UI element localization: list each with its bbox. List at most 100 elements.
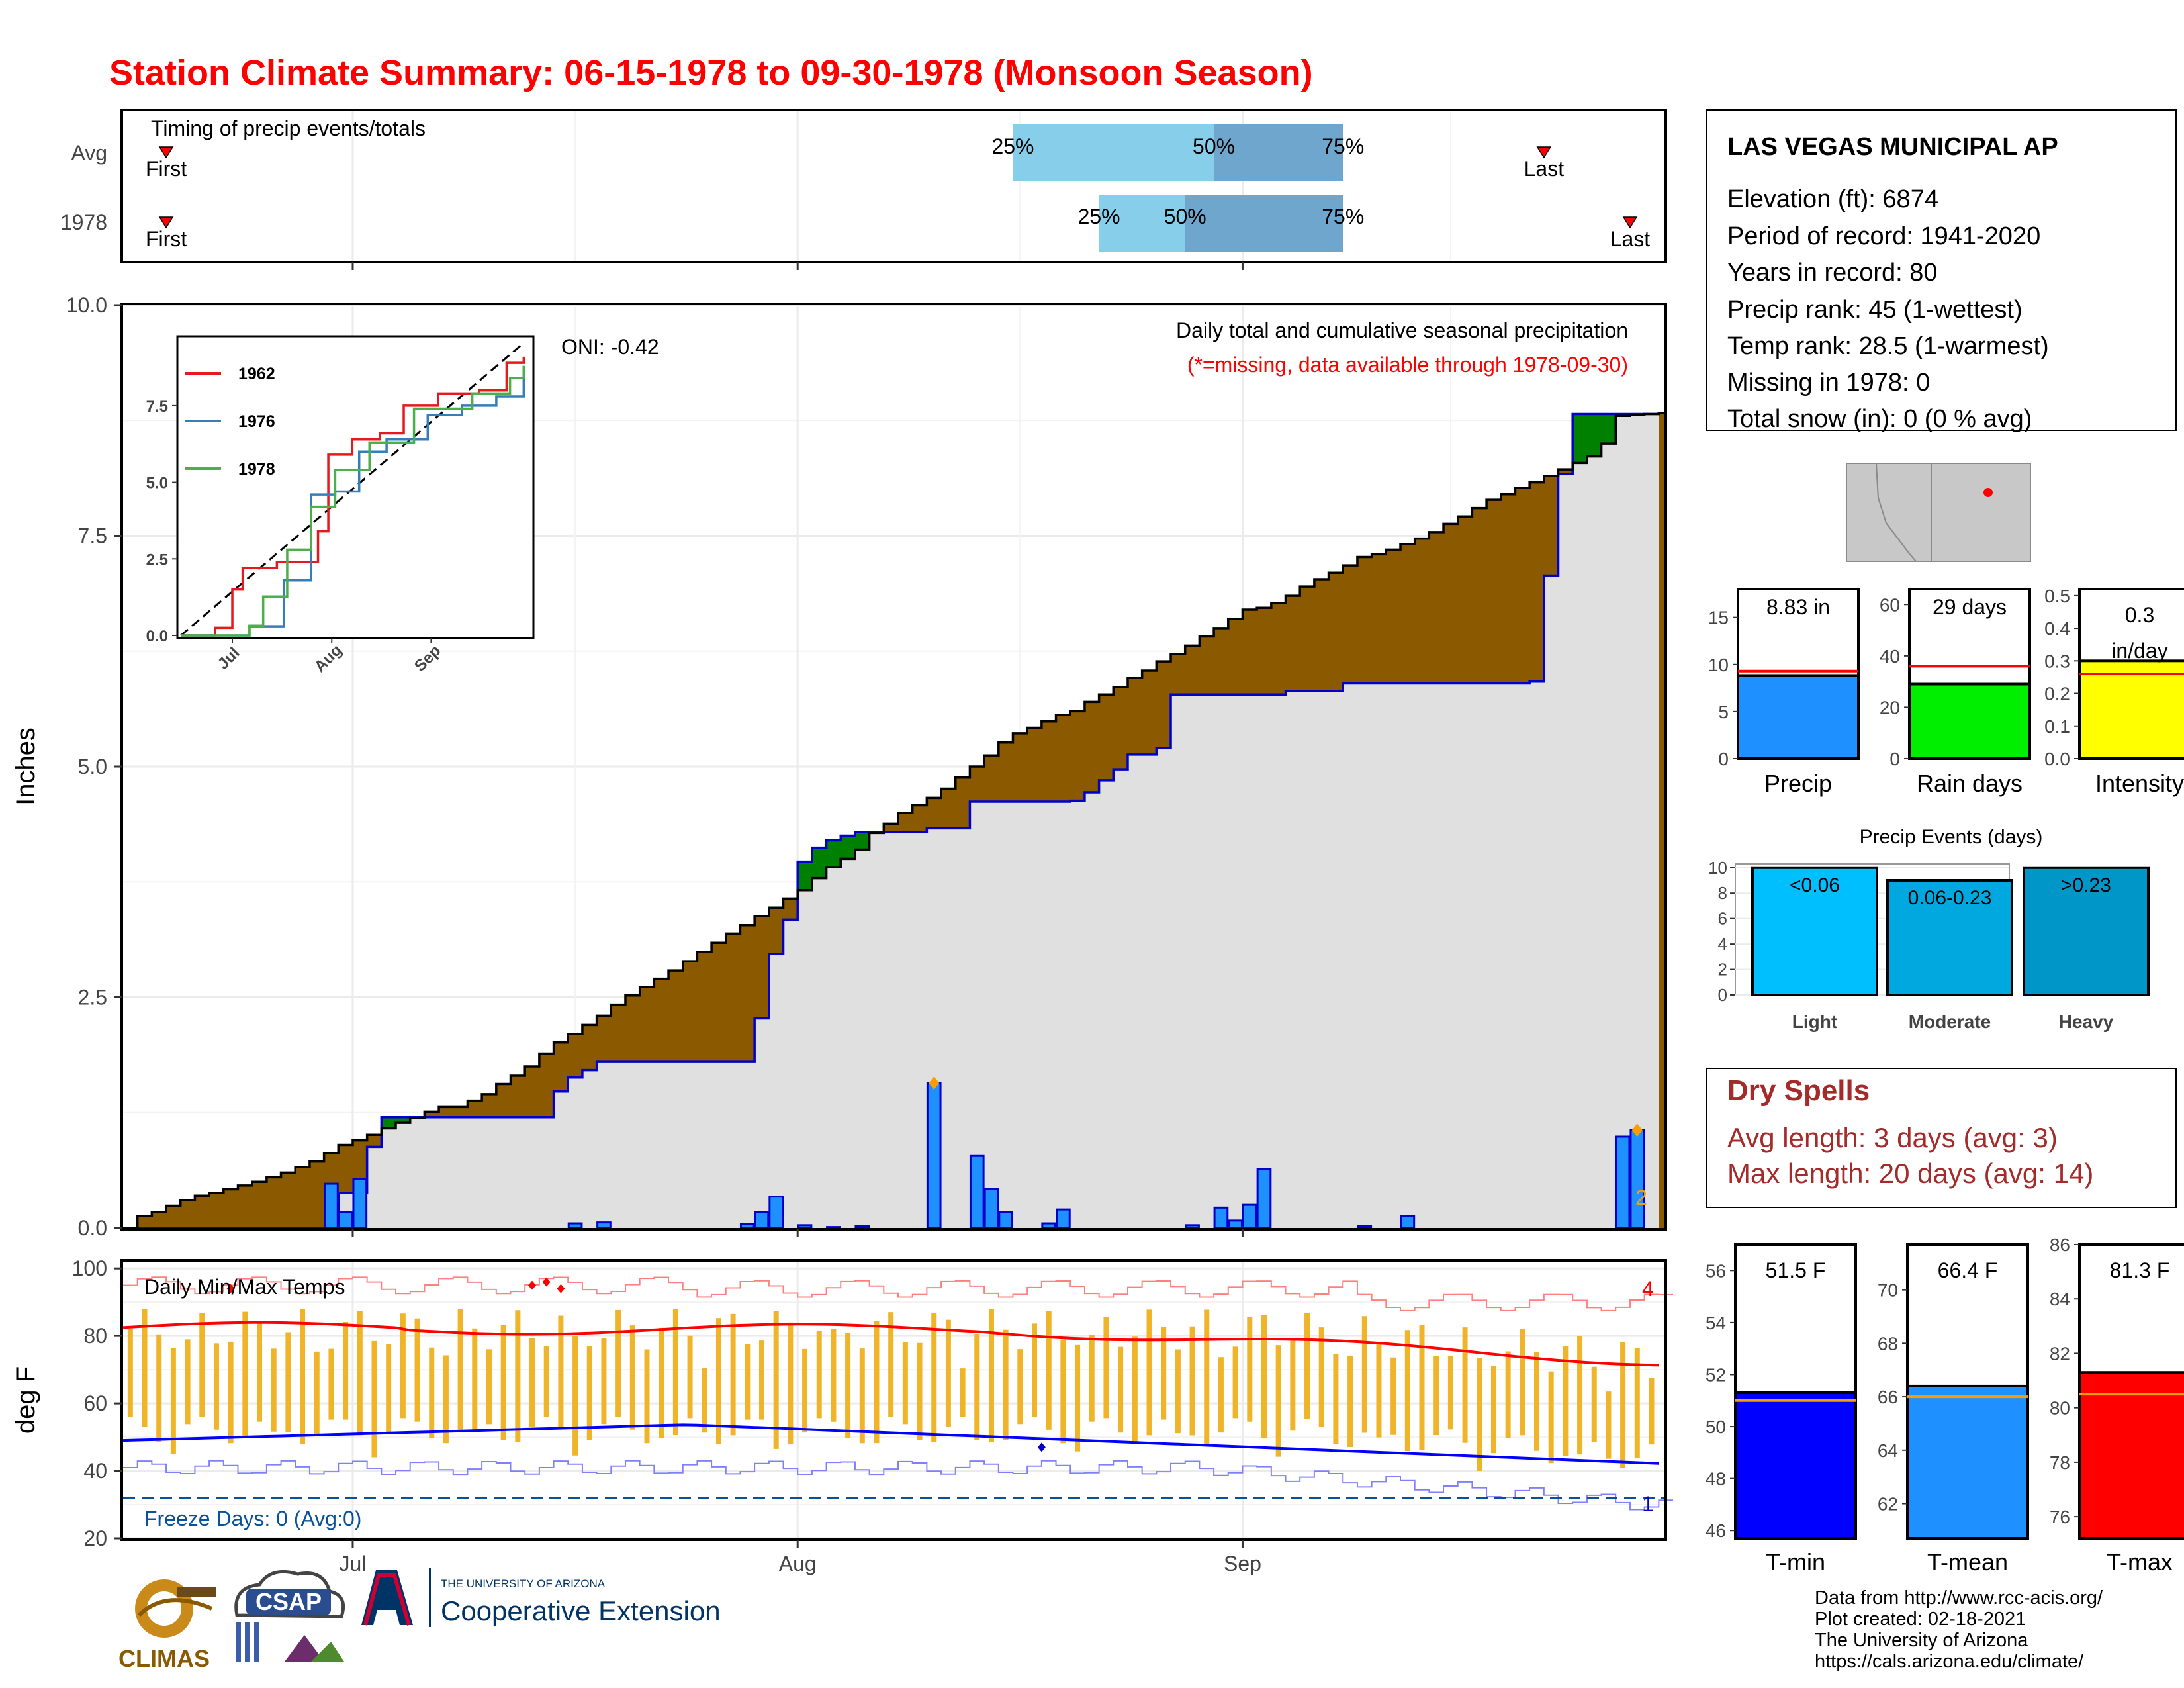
cumulative-area-base bbox=[668, 1062, 684, 1228]
main-ytick-label: 2.5 bbox=[78, 986, 107, 1009]
page-title: Station Climate Summary: 06-15-1978 to 0… bbox=[109, 53, 1313, 93]
cumulative-area-base bbox=[1601, 444, 1616, 1228]
cumulative-area-base bbox=[1386, 683, 1401, 1228]
surplus-area bbox=[1500, 494, 1516, 684]
inset-series-line bbox=[181, 365, 525, 637]
cumulative-area-base bbox=[596, 1062, 612, 1228]
main-ytick-label: 5.0 bbox=[78, 755, 107, 778]
timing-q50-label: 50% bbox=[1164, 205, 1206, 228]
surplus-area bbox=[281, 1172, 296, 1228]
cumulative-area-base bbox=[1457, 683, 1473, 1228]
main-precip-panel: 0.0 2.5 5.0 7.5 10.0 Inches Daily total and … bbox=[11, 293, 1667, 1240]
cumulative-area-base bbox=[884, 831, 899, 1228]
record-low-line bbox=[123, 1460, 1674, 1511]
cumulative-area-base bbox=[1615, 416, 1631, 1228]
cumulative-area-base bbox=[912, 831, 927, 1228]
credit-line-created: Plot created: 02-18-2021 bbox=[1815, 1609, 2026, 1630]
temp-summary-tick-label: 54 bbox=[1706, 1313, 1726, 1333]
cumulative-area-base bbox=[1113, 769, 1128, 1228]
average-cumulative-line bbox=[123, 412, 1659, 1229]
dry-spells-avg: Avg length: 3 days (avg: 3) bbox=[1727, 1122, 2058, 1153]
deficit-area bbox=[396, 1117, 411, 1123]
average-high-line bbox=[122, 1321, 1659, 1367]
cumulative-area-base bbox=[854, 849, 870, 1228]
daily-precip-bar bbox=[567, 1222, 583, 1229]
cumulative-area-base bbox=[1443, 683, 1459, 1228]
daily-precip-bar bbox=[983, 1188, 999, 1229]
temp-ytick-label: 100 bbox=[72, 1256, 107, 1280]
cumulative-area-base bbox=[697, 1062, 712, 1228]
summary-tick-label: 0.4 bbox=[2044, 618, 2070, 639]
cumulative-area-base bbox=[1486, 683, 1502, 1228]
daily-precip-bar bbox=[754, 1211, 770, 1229]
deficit-area bbox=[826, 840, 841, 867]
cumulative-area-base bbox=[1357, 683, 1373, 1228]
cumulative-area-base bbox=[467, 1117, 482, 1228]
summary-tick-label: 40 bbox=[1880, 646, 1900, 667]
cumulative-area-base bbox=[1156, 748, 1171, 1228]
surplus-area bbox=[367, 1135, 382, 1147]
inset-series-line bbox=[181, 356, 525, 637]
surplus-area bbox=[1228, 618, 1244, 695]
surplus-area bbox=[309, 1161, 325, 1228]
station-line-missing: Missing in 1978: 0 bbox=[1727, 369, 1930, 397]
deficit-area bbox=[381, 1117, 396, 1129]
cumulative-area-base bbox=[1300, 690, 1315, 1228]
cumulative-area-base bbox=[381, 1128, 396, 1228]
cumulative-area-base bbox=[1257, 694, 1272, 1228]
cumulative-area-base bbox=[970, 801, 985, 1228]
temp-summary-value-label: 81.3 F bbox=[2110, 1258, 2170, 1282]
cumulative-area-base bbox=[367, 1147, 382, 1228]
main-ytick-label: 0.0 bbox=[78, 1216, 107, 1240]
temp-ytick-label: 20 bbox=[83, 1526, 107, 1550]
cumulative-area-base bbox=[941, 828, 956, 1228]
cumulative-area-base bbox=[496, 1117, 512, 1228]
daily-precip-bar bbox=[338, 1211, 353, 1229]
surplus-area bbox=[1257, 608, 1272, 695]
cumulative-area-base bbox=[1472, 683, 1487, 1228]
timing-q75-label: 75% bbox=[1322, 134, 1364, 158]
surplus-area bbox=[496, 1084, 512, 1117]
cumulative-area-base bbox=[1228, 694, 1244, 1228]
surplus-area bbox=[525, 1066, 540, 1117]
daily-precip-bar bbox=[854, 1225, 870, 1229]
surplus-area bbox=[941, 788, 956, 829]
surplus-area bbox=[639, 987, 655, 1062]
temp-summary-tick-label: 76 bbox=[2050, 1507, 2070, 1527]
cumulative-area-base bbox=[1041, 801, 1057, 1228]
temp-summary-tick-label: 78 bbox=[2050, 1452, 2070, 1473]
surplus-area bbox=[1070, 711, 1085, 801]
daily-precip-bar bbox=[1629, 1129, 1645, 1229]
surplus-area bbox=[1414, 538, 1430, 684]
summary-tick-label: 0 bbox=[1718, 749, 1729, 769]
surplus-area bbox=[912, 805, 927, 832]
record-high-marker bbox=[557, 1284, 565, 1293]
precip-event-range-label: <0.06 bbox=[1790, 874, 1840, 896]
inset-legend-label: 1976 bbox=[238, 412, 275, 431]
surplus-area bbox=[884, 823, 899, 832]
surplus-area bbox=[195, 1196, 210, 1228]
station-location-dot bbox=[1983, 488, 1993, 497]
summary-bar-charts: 8.83 in 0 5 10 15 Precip 29 days 0 20 40 60 Rain da… bbox=[1708, 586, 2184, 797]
main-ytick-label: 7.5 bbox=[78, 524, 107, 548]
cumulative-area-base bbox=[1500, 683, 1516, 1228]
cumulative-area-base bbox=[1629, 414, 1645, 1228]
surplus-area bbox=[1214, 628, 1229, 695]
summary-tick-label: 0.2 bbox=[2044, 684, 2070, 704]
precip-event-category-label: Heavy bbox=[2059, 1011, 2114, 1032]
surplus-area bbox=[1242, 610, 1257, 695]
surplus-area bbox=[238, 1185, 253, 1228]
freeze-days-label: Freeze Days: 0 (Avg:0) bbox=[144, 1507, 361, 1530]
surplus-area bbox=[596, 1015, 612, 1062]
deficit-area bbox=[1586, 414, 1602, 457]
cumulative-area-base bbox=[1328, 690, 1343, 1228]
surplus-area bbox=[266, 1177, 282, 1228]
precip-event-bar bbox=[1751, 866, 1878, 996]
cumulative-area-base bbox=[826, 867, 841, 1228]
temp-summary-bar-label: T-mean bbox=[1927, 1548, 2008, 1575]
cumulative-area-base bbox=[1027, 801, 1042, 1228]
daily-precip-bar bbox=[1228, 1219, 1243, 1229]
dry-spells-max: Max length: 20 days (avg: 14) bbox=[1727, 1158, 2093, 1189]
surplus-area bbox=[1271, 603, 1287, 695]
temp-summary-tick-label: 68 bbox=[1878, 1333, 1898, 1354]
